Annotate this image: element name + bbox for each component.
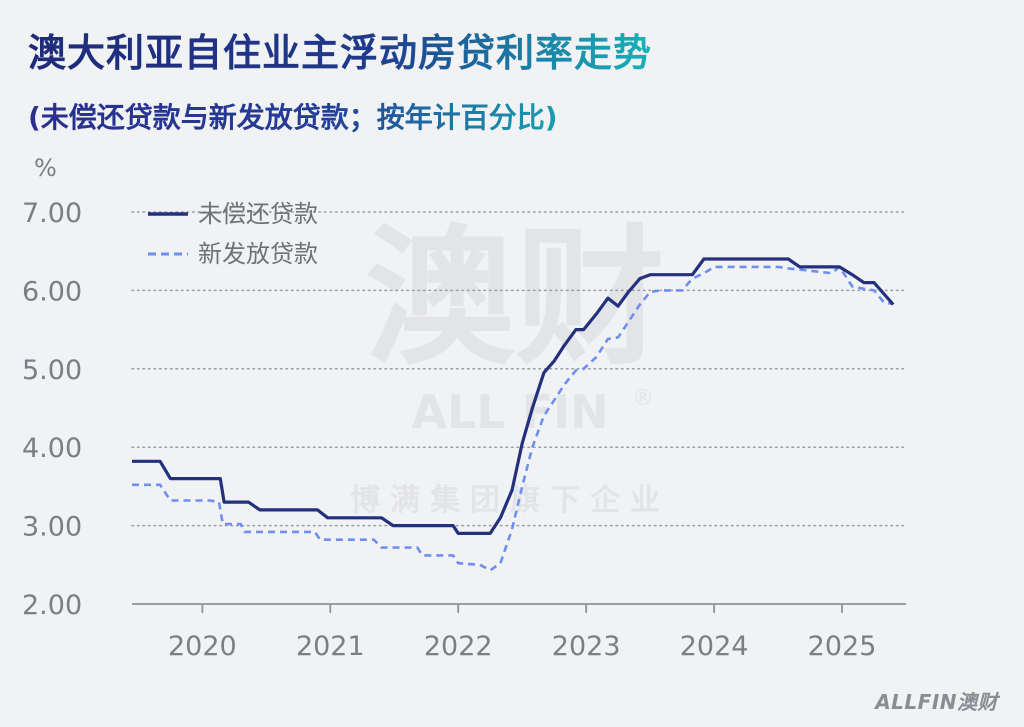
watermark-big-text: 澳财 (365, 212, 665, 386)
y-tick-label: 6.00 (22, 276, 82, 307)
y-tick-label: 3.00 (22, 512, 82, 543)
x-axis: 2020 2021 2022 2023 2024 2025 (132, 603, 906, 662)
series-line-new-loans (132, 265, 894, 572)
chart-title: 澳大利亚自住业主浮动房贷利率走势 (28, 22, 652, 77)
x-tick-label: 2023 (552, 631, 621, 662)
footer-brand-logo: ALLFIN澳财 (875, 690, 998, 714)
gridlines (131, 211, 907, 527)
y-tick-label: 4.00 (22, 433, 82, 464)
y-axis-ticks: 2.00 3.00 4.00 5.00 6.00 7.00 (22, 198, 82, 621)
y-tick-label: 5.00 (22, 355, 82, 386)
x-tick-label: 2025 (808, 631, 877, 662)
watermark-reg-mark: ® (632, 386, 654, 411)
x-tick-label: 2020 (168, 631, 237, 662)
y-tick-label: 7.00 (22, 198, 82, 229)
legend-new-label: 新发放贷款 (198, 240, 318, 268)
chart-subtitle: (未偿还贷款与新发放贷款；按年计百分比) (28, 96, 558, 136)
x-tick-label: 2021 (296, 631, 365, 662)
x-tick-label: 2022 (424, 631, 493, 662)
y-tick-label: 2.00 (22, 590, 82, 621)
series-lines (132, 257, 895, 572)
watermark-tagline: 博满集团旗下企业 (350, 483, 670, 518)
x-tick-label: 2024 (680, 631, 749, 662)
legend-outstanding-label: 未偿还贷款 (198, 200, 318, 228)
y-axis-unit-label: % (34, 154, 57, 182)
series-line-outstanding (132, 257, 895, 535)
legend: 未偿还贷款 新发放贷款 (148, 200, 318, 268)
watermark: 澳财 ALL FIN ® 博满集团旗下企业 (350, 212, 670, 518)
watermark-brand-text: ALL FIN (411, 385, 608, 439)
